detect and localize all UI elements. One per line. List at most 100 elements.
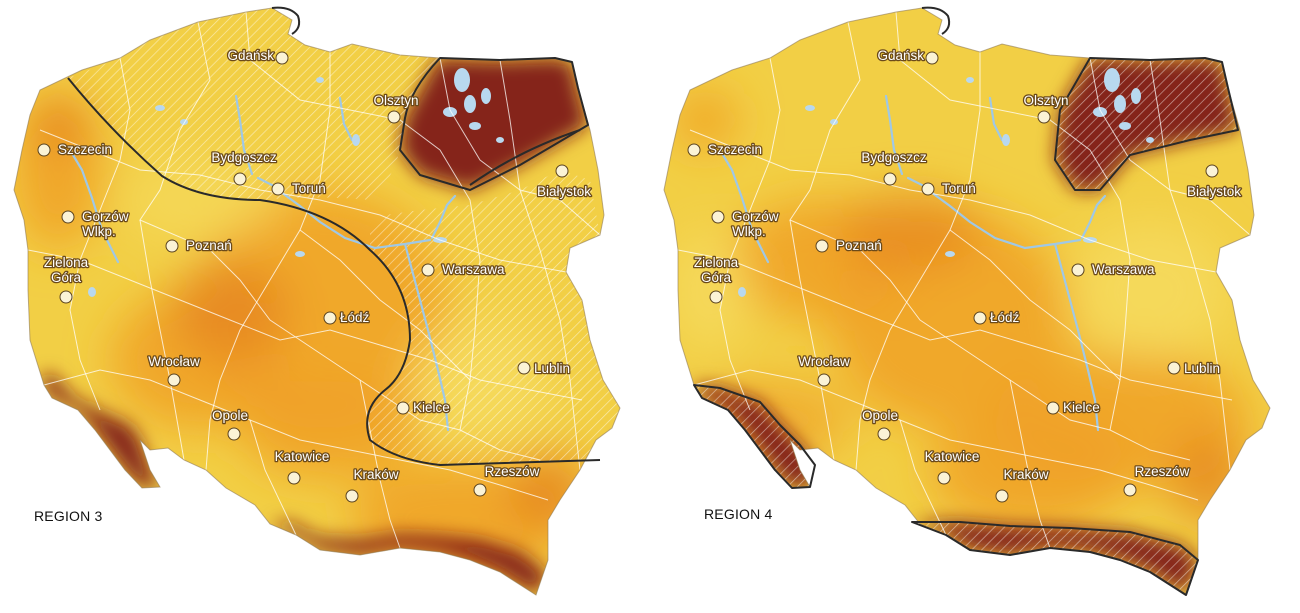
city: Zielona Góra (43, 254, 90, 304)
city-marker (711, 210, 725, 224)
city-label: Kraków (353, 467, 398, 482)
city: Lublin (1167, 360, 1221, 377)
hatched-area (367, 170, 620, 465)
city-label: Zielona Góra (44, 255, 89, 285)
city-label: Białystok (1187, 184, 1241, 199)
admin-border (949, 229, 1121, 381)
city-marker (995, 489, 1009, 503)
city-marker (1205, 164, 1219, 178)
admin-border (499, 59, 581, 471)
city-marker (1071, 263, 1085, 277)
city-label: Szczecin (708, 142, 762, 157)
city-label: Lublin (1184, 361, 1220, 376)
admin-border (693, 369, 1199, 501)
city-marker (815, 239, 829, 253)
admin-border (139, 219, 185, 461)
region-boundary (911, 521, 1199, 596)
high-risk-zone (400, 58, 588, 190)
city: Kielce (396, 399, 451, 416)
lake (1114, 95, 1126, 113)
region-highlight (694, 58, 1238, 595)
river (1080, 194, 1107, 240)
city-label: Lublin (534, 361, 570, 376)
city: Kraków (345, 466, 400, 503)
river (988, 96, 1004, 142)
city-marker (883, 172, 897, 186)
city: Poznań (165, 237, 233, 254)
coastline (921, 6, 951, 35)
river (430, 194, 457, 240)
city-label: Gdańsk (227, 48, 274, 63)
admin-border (677, 249, 1233, 401)
admin-border (1089, 57, 1251, 236)
admin-border (855, 52, 981, 471)
city-label: Zielona Góra (694, 255, 739, 285)
city: Toruń (921, 180, 977, 197)
region-highlight (68, 8, 620, 465)
city: Lublin (517, 360, 571, 377)
admin-border (249, 419, 297, 536)
lake (295, 251, 305, 257)
admin-border (27, 249, 583, 401)
lake (738, 287, 746, 297)
city-marker (1037, 110, 1051, 124)
lake (945, 251, 955, 257)
hatched-area (1055, 58, 1238, 190)
city: Szczecin (687, 141, 763, 158)
city-marker (233, 172, 247, 186)
city-marker (387, 110, 401, 124)
city-marker (287, 471, 301, 485)
city-label: Warszawa (442, 262, 505, 277)
city: Białystok (536, 164, 593, 200)
city: Gdańsk (226, 47, 289, 65)
coastline (271, 6, 301, 35)
city: Łódź (973, 309, 1021, 326)
lake (1104, 68, 1120, 92)
city-label: Rzeszów (1135, 464, 1190, 479)
lake (88, 287, 96, 297)
city-label: Gdańsk (877, 48, 924, 63)
city: Opole (211, 407, 249, 441)
city: Bydgoszcz (860, 149, 928, 186)
city-marker (517, 361, 531, 375)
city-label: Szczecin (58, 142, 112, 157)
city-marker (1167, 361, 1181, 375)
admin-border (359, 379, 401, 549)
city-marker (37, 143, 51, 157)
region-label: REGION 3 (34, 508, 103, 524)
admin-border (139, 21, 541, 461)
city: Rzeszów (1123, 463, 1191, 497)
city-marker (1123, 483, 1137, 497)
city-label: Toruń (942, 181, 976, 196)
city-marker (473, 483, 487, 497)
intensity-zone (673, 90, 737, 150)
admin-border (69, 57, 131, 411)
city-marker (227, 427, 241, 441)
city-marker (921, 182, 935, 196)
city: Toruń (271, 180, 327, 197)
city-marker (421, 263, 435, 277)
admin-border (1149, 59, 1231, 471)
city: Katowice (923, 448, 981, 485)
intensity-zone (840, 190, 980, 270)
region-boundary (399, 57, 589, 191)
lake (1131, 88, 1141, 104)
intensity-zone (930, 410, 1130, 530)
admin-borders (27, 11, 601, 549)
river (403, 242, 450, 432)
lake (352, 134, 360, 146)
lake (1093, 107, 1107, 117)
city-marker (1046, 401, 1060, 415)
river (1053, 242, 1100, 432)
river (234, 94, 254, 176)
admin-border (789, 21, 1191, 461)
admin-border (899, 419, 947, 536)
city: Warszawa (421, 261, 506, 278)
city-label: Łódź (990, 310, 1020, 325)
city: Poznań (815, 237, 883, 254)
lake (966, 77, 974, 83)
city-label: Olsztyn (1023, 93, 1068, 108)
city: Gorzów Wlkp. (711, 208, 780, 240)
city: Szczecin (37, 141, 113, 158)
